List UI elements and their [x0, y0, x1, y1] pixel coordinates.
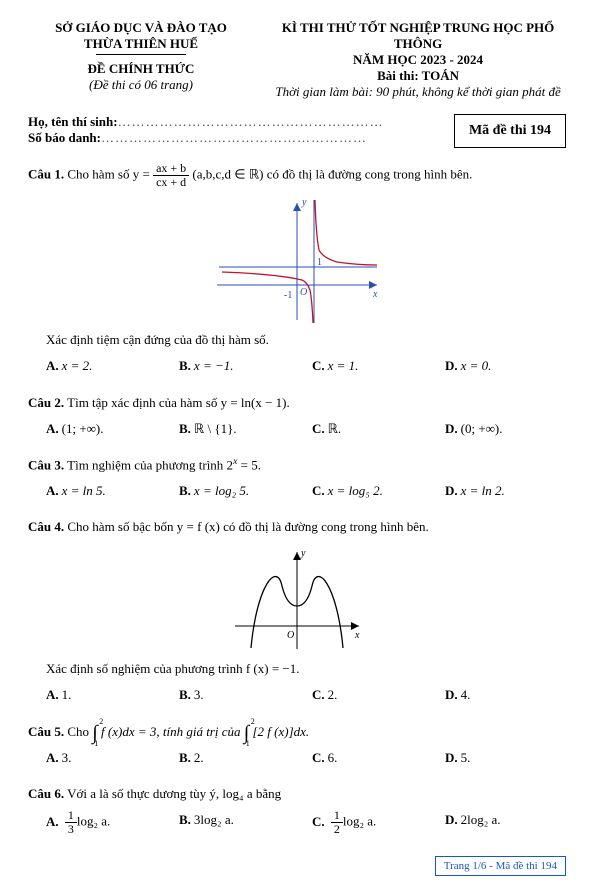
name-dots: …………………………………………………	[118, 114, 384, 129]
q6-options: A. 13log₂ a. B.3log₂ a. C. 12log₂ a. D.2…	[46, 809, 566, 836]
id-row: Số báo danh:…………………………………………………	[28, 130, 454, 146]
q5-opt-d: D.5.	[445, 747, 566, 769]
q5-text-a: Cho	[64, 724, 92, 739]
q2-opt-a: A.(1; +∞).	[46, 418, 167, 440]
page-count: (Đề thi có 06 trang)	[28, 77, 254, 93]
q1-opt-c: C.x = 1.	[312, 355, 433, 377]
q1-label: Câu 1.	[28, 167, 64, 182]
q6-opt-d: D.2log₂ a.	[445, 809, 566, 836]
footer-box: Trang 1/6 - Mã đề thi 194	[435, 856, 566, 876]
q4-ylabel: y	[300, 548, 306, 559]
q1-tickm1: -1	[284, 290, 292, 301]
q4-origin: O	[287, 630, 294, 641]
q3-text-a: Tìm nghiệm của phương trình 2	[64, 457, 233, 472]
q4-xlabel: x	[354, 630, 360, 641]
q3-opt-b: B.x = log₂ 5.	[179, 480, 300, 502]
q3-text-b: = 5.	[237, 457, 261, 472]
q5-opt-b: B.2.	[179, 747, 300, 769]
q4-opt-d: D.4.	[445, 684, 566, 706]
q2-options: A.(1; +∞). B.ℝ \ {1}. C.ℝ. D.(0; +∞).	[46, 418, 566, 440]
q4-opt-c: C.2.	[312, 684, 433, 706]
q2-label: Câu 2.	[28, 395, 64, 410]
name-row: Họ, tên thí sinh:…………………………………………………	[28, 114, 454, 130]
q5-options: A.3. B.2. C.6. D.5.	[46, 747, 566, 769]
q2-opt-d: D.(0; +∞).	[445, 418, 566, 440]
candidate-block: Họ, tên thí sinh:………………………………………………… Số …	[28, 114, 566, 148]
question-3: Câu 3. Tìm nghiệm của phương trình 2x = …	[28, 454, 566, 503]
q3-options: A.x = ln 5. B.x = log₂ 5. C.x = log₅ 2. …	[46, 480, 566, 502]
page-header: SỞ GIÁO DỤC VÀ ĐÀO TẠO THỪA THIÊN HUẾ ĐỀ…	[28, 20, 566, 100]
id-label: Số báo danh:	[28, 130, 101, 145]
q6-text: Với a là số thực dương tùy ý, log₄ a bằn…	[64, 786, 281, 801]
q5-text-b: f (x)dx = 3, tính giá trị của	[98, 724, 244, 739]
q1-opt-b: B.x = −1.	[179, 355, 300, 377]
q3-label: Câu 3.	[28, 457, 64, 472]
q5-text-c: [2 f (x)]dx.	[249, 724, 309, 739]
q5-int1: ∫12	[92, 723, 97, 743]
q5-int2: ∫12	[244, 723, 249, 743]
q4-opt-b: B.3.	[179, 684, 300, 706]
q3-opt-c: C.x = log₅ 2.	[312, 480, 433, 502]
q6-frac-a: 13	[65, 809, 77, 836]
candidate-left: Họ, tên thí sinh:………………………………………………… Số …	[28, 114, 454, 146]
q4-options: A.1. B.3. C.2. D.4.	[46, 684, 566, 706]
org-line-1: SỞ GIÁO DỤC VÀ ĐÀO TẠO	[28, 20, 254, 36]
q6-opt-a: A. 13log₂ a.	[46, 809, 167, 836]
header-right: KÌ THI THỬ TỐT NGHIỆP TRUNG HỌC PHỔ THÔN…	[270, 20, 566, 100]
q2-opt-c: C.ℝ.	[312, 418, 433, 440]
rule-left	[96, 54, 186, 55]
q6-opt-b: B.3log₂ a.	[179, 809, 300, 836]
question-2: Câu 2. Tìm tập xác định của hàm số y = l…	[28, 392, 566, 440]
duration: Thời gian làm bài: 90 phút, không kể thờ…	[270, 84, 566, 100]
q1-graph: y x O 1 -1	[207, 195, 387, 325]
q4-prompt: Xác định số nghiệm của phương trình f (x…	[46, 658, 566, 680]
q1-fraction: ax + bcx + d	[153, 162, 189, 189]
exam-year: NĂM HỌC 2023 - 2024	[270, 52, 566, 68]
q6-frac-c: 12	[331, 809, 343, 836]
q2-opt-b: B.ℝ \ {1}.	[179, 418, 300, 440]
q4-graph: y x O	[227, 544, 367, 654]
question-5: Câu 5. Cho ∫12 f (x)dx = 3, tính giá trị…	[28, 721, 566, 769]
q6-opt-c: C. 12log₂ a.	[312, 809, 433, 836]
q5-opt-c: C.6.	[312, 747, 433, 769]
q1-origin: O	[300, 287, 307, 298]
q1-opt-a: A.x = 2.	[46, 355, 167, 377]
q4-label: Câu 4.	[28, 519, 64, 534]
q3-opt-d: D.x = ln 2.	[445, 480, 566, 502]
subject: Bài thi: TOÁN	[270, 68, 566, 84]
name-label: Họ, tên thí sinh:	[28, 114, 118, 129]
id-dots: …………………………………………………	[101, 130, 367, 145]
org-line-2: THỪA THIÊN HUẾ	[28, 36, 254, 52]
q1-opt-d: D.x = 0.	[445, 355, 566, 377]
exam-title: KÌ THI THỬ TỐT NGHIỆP TRUNG HỌC PHỔ THÔN…	[270, 20, 566, 52]
q3-opt-a: A.x = ln 5.	[46, 480, 167, 502]
q5-label: Câu 5.	[28, 724, 64, 739]
exam-code-box: Mã đề thi 194	[454, 114, 566, 148]
q2-text: Tìm tập xác định của hàm số y = ln(x − 1…	[64, 395, 290, 410]
question-6: Câu 6. Với a là số thực dương tùy ý, log…	[28, 783, 566, 836]
q1-prompt: Xác định tiệm cận đứng của đồ thị hàm số…	[46, 329, 566, 351]
q1-frac-num: ax + b	[153, 162, 189, 176]
header-left: SỞ GIÁO DỤC VÀ ĐÀO TẠO THỪA THIÊN HUẾ ĐỀ…	[28, 20, 254, 100]
page-footer: Trang 1/6 - Mã đề thi 194	[28, 856, 566, 876]
q1-tick1: 1	[317, 257, 322, 268]
question-1: Câu 1. Cho hàm số y = ax + bcx + d (a,b,…	[28, 162, 566, 378]
q1-frac-den: cx + d	[153, 176, 189, 189]
q1-ylabel: y	[301, 197, 307, 208]
q6-label: Câu 6.	[28, 786, 64, 801]
q1-options: A.x = 2. B.x = −1. C.x = 1. D.x = 0.	[46, 355, 566, 377]
exam-official: ĐỀ CHÍNH THỨC	[28, 61, 254, 77]
q4-text: Cho hàm số bậc bốn y = f (x) có đồ thị l…	[64, 519, 429, 534]
question-4: Câu 4. Cho hàm số bậc bốn y = f (x) có đ…	[28, 516, 566, 706]
q1-text-a: Cho hàm số y =	[64, 167, 153, 182]
q4-opt-a: A.1.	[46, 684, 167, 706]
q5-opt-a: A.3.	[46, 747, 167, 769]
q1-xlabel: x	[372, 289, 378, 300]
q1-text-b: (a,b,c,d ∈ ℝ) có đồ thị là đường cong tr…	[189, 167, 472, 182]
